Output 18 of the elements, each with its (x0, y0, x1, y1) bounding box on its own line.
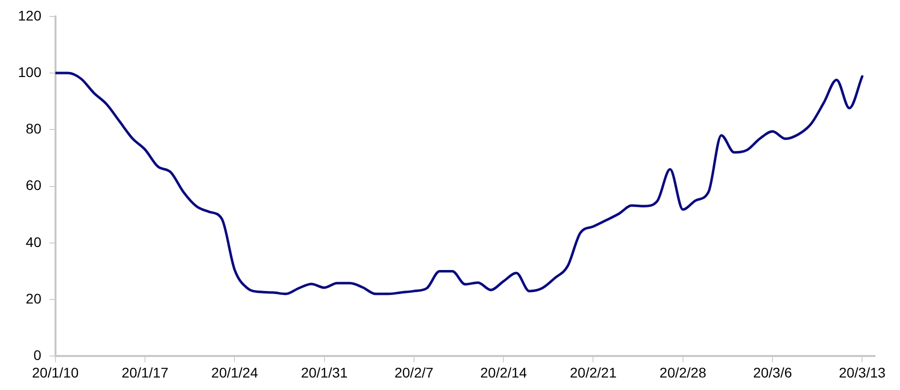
x-tick-label: 20/1/17 (122, 364, 169, 380)
y-tick-label: 80 (26, 120, 42, 137)
y-tick-label: 120 (18, 7, 42, 24)
x-tick-label: 20/3/6 (753, 364, 792, 380)
x-tick-label: 20/1/24 (211, 364, 258, 380)
y-tick-label: 60 (26, 177, 42, 194)
x-tick-label: 20/2/21 (570, 364, 617, 380)
line-series (55, 72, 864, 296)
x-tick-label: 20/1/10 (32, 364, 79, 380)
y-tick-label: 0 (34, 347, 42, 364)
x-tick-label: 20/3/13 (838, 364, 886, 380)
y-tick-label: 100 (18, 64, 42, 80)
x-tick-label: 20/2/7 (394, 364, 434, 380)
y-tick-label: 20 (26, 290, 42, 306)
x-tick-label: 20/2/28 (660, 364, 706, 380)
x-tick-label: 20/2/14 (480, 364, 528, 380)
x-tick-label: 20/1/31 (300, 364, 348, 380)
y-tick-label: 40 (26, 234, 42, 250)
